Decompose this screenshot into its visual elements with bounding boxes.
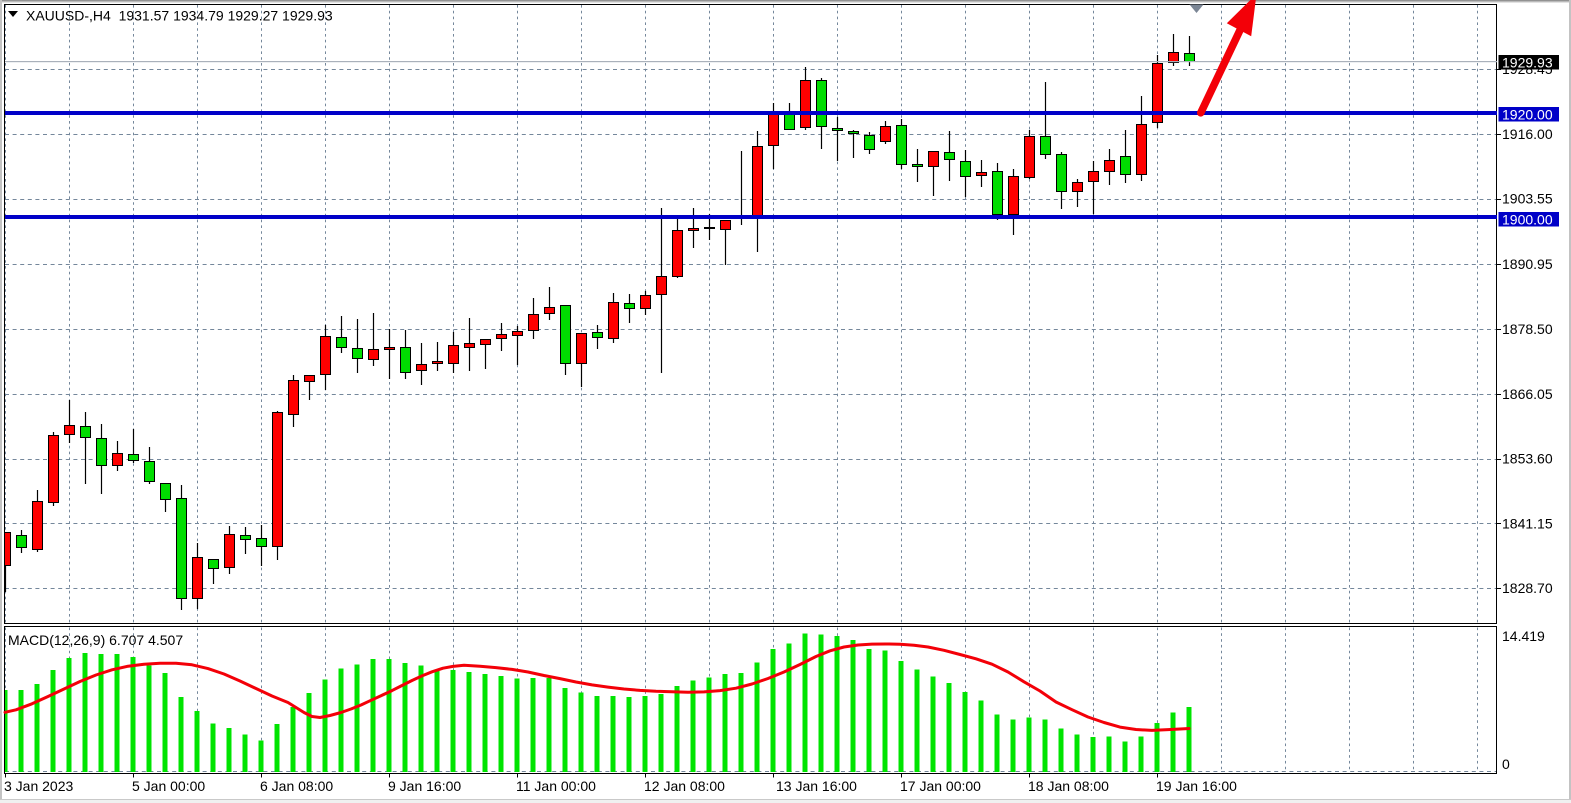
- svg-text:12 Jan 08:00: 12 Jan 08:00: [644, 778, 725, 794]
- svg-text:0: 0: [1502, 756, 1510, 772]
- svg-text:MACD(12,26,9) 6.707 4.507: MACD(12,26,9) 6.707 4.507: [8, 632, 183, 648]
- svg-text:1878.50: 1878.50: [1502, 321, 1553, 337]
- svg-text:19 Jan 16:00: 19 Jan 16:00: [1156, 778, 1237, 794]
- svg-text:5 Jan 00:00: 5 Jan 00:00: [132, 778, 205, 794]
- svg-text:1841.15: 1841.15: [1502, 515, 1553, 531]
- svg-text:1853.60: 1853.60: [1502, 451, 1553, 467]
- svg-text:1890.95: 1890.95: [1502, 256, 1553, 272]
- svg-text:1903.55: 1903.55: [1502, 191, 1553, 207]
- svg-text:17 Jan 00:00: 17 Jan 00:00: [900, 778, 981, 794]
- svg-text:1900.00: 1900.00: [1502, 212, 1553, 228]
- svg-text:11 Jan 00:00: 11 Jan 00:00: [516, 778, 596, 794]
- svg-text:1916.00: 1916.00: [1502, 126, 1553, 142]
- svg-text:1828.70: 1828.70: [1502, 580, 1553, 596]
- svg-text:6 Jan 08:00: 6 Jan 08:00: [260, 778, 333, 794]
- svg-text:1920.00: 1920.00: [1502, 107, 1553, 123]
- svg-text:14.419: 14.419: [1502, 628, 1545, 644]
- svg-text:18 Jan 08:00: 18 Jan 08:00: [1028, 778, 1109, 794]
- svg-text:9 Jan 16:00: 9 Jan 16:00: [388, 778, 461, 794]
- svg-text:13 Jan 16:00: 13 Jan 16:00: [776, 778, 857, 794]
- svg-text:1866.05: 1866.05: [1502, 386, 1553, 402]
- svg-text:3 Jan 2023: 3 Jan 2023: [4, 778, 73, 794]
- svg-text:1929.93: 1929.93: [1502, 55, 1553, 71]
- svg-text:XAUUSD-,H4 1931.57 1934.79 19: XAUUSD-,H4 1931.57 1934.79 1929.27 1929.…: [26, 8, 333, 24]
